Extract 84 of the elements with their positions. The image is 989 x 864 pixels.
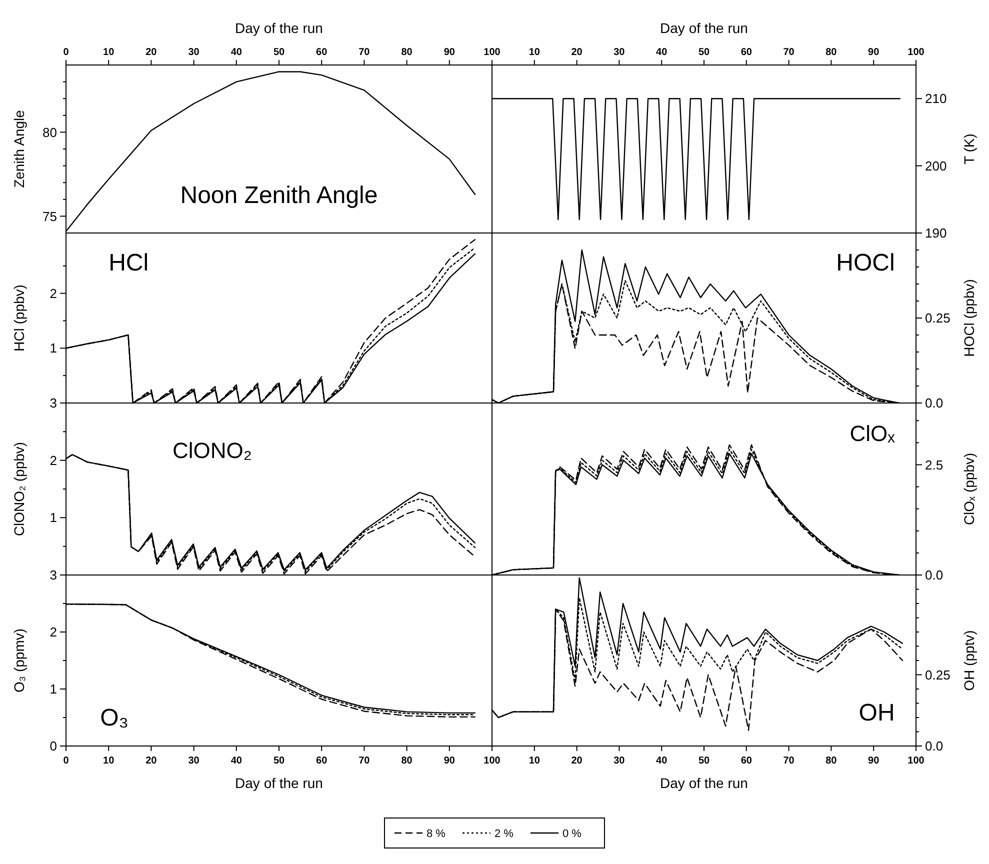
x-tick-label: 70 (358, 47, 370, 58)
x-tick-label: 20 (146, 47, 158, 58)
x-tick-label: 80 (401, 47, 413, 58)
x-tick-label: 60 (316, 756, 328, 766)
y2-axis-title: OH (pptv) (961, 630, 977, 691)
annotation: ClONO₂ (172, 438, 252, 464)
annotation: O₃ (100, 704, 129, 732)
y2-tick-label: 0.0 (925, 568, 944, 583)
annotation: ClOₓ (850, 420, 896, 446)
y-tick-label: 1 (50, 340, 57, 356)
x-tick-label: 20 (146, 756, 158, 766)
y-axis-title: Zenith Angle (11, 110, 27, 188)
x-tick-label: 40 (656, 756, 668, 766)
y-axis-title: HCl (ppbv) (11, 284, 27, 352)
y-tick-label: 2 (50, 624, 57, 640)
x-tick-label: 30 (614, 47, 626, 58)
y-tick-label: 1 (50, 682, 57, 697)
y-tick-label: 3 (50, 568, 57, 583)
x-tick-label: 0 (63, 47, 70, 58)
y2-tick-label: 0.0 (925, 396, 944, 411)
y-tick-label: 2 (50, 452, 57, 468)
x-tick-label: 10 (103, 47, 115, 58)
x-tick-label: 40 (230, 756, 242, 766)
x-tick-label: 100 (908, 47, 925, 58)
y2-tick-label: 200 (925, 158, 947, 174)
y-tick-label: 3 (50, 396, 57, 411)
y-tick-label: 75 (42, 208, 57, 224)
y2-tick-label: 0.25 (925, 667, 950, 682)
y2-tick-label: 210 (925, 91, 947, 106)
y-tick-label: 80 (42, 124, 57, 140)
x-tick-label: 90 (444, 47, 456, 58)
y2-tick-label: 0.25 (925, 310, 950, 326)
y-tick-label: 1 (50, 510, 57, 526)
x-tick-label: 80 (401, 756, 413, 766)
x-tick-label: 100 (484, 756, 501, 766)
x-tick-label: 30 (188, 756, 200, 766)
y2-tick-label: 2.5 (925, 457, 944, 472)
x-tick-label: 20 (571, 756, 583, 766)
y2-tick-label: 190 (925, 226, 947, 241)
x-axis-title: Day of the run (235, 775, 323, 791)
x-tick-label: 10 (528, 756, 540, 766)
annotation: OH (858, 699, 895, 726)
y2-axis-title: T (K) (961, 134, 977, 164)
x-tick-label: 20 (571, 47, 583, 58)
y2-axis-title: HOCl (ppbv) (961, 279, 977, 357)
annotation: HOCl (836, 249, 895, 276)
x-tick-label: 100 (908, 756, 925, 766)
x-tick-label: 90 (444, 756, 456, 766)
x-tick-label: 60 (740, 47, 752, 58)
y2-axis-title: ClOₓ (ppbv) (961, 452, 977, 526)
x-tick-label: 80 (826, 756, 838, 766)
legend-label: 8 % (426, 828, 446, 840)
x-tick-label: 30 (188, 47, 200, 58)
x-axis-title: Day of the run (235, 20, 323, 36)
x-tick-label: 90 (868, 756, 880, 766)
x-axis-title: Day of the run (660, 20, 748, 36)
y-axis-title: ClONO₂ (ppbv) (11, 442, 27, 536)
x-tick-label: 30 (614, 756, 626, 766)
x-tick-label: 60 (316, 47, 328, 58)
x-tick-label: 10 (528, 47, 540, 58)
x-tick-label: 100 (484, 47, 501, 58)
y-tick-label: 2 (50, 286, 57, 301)
x-tick-label: 10 (103, 756, 115, 766)
x-tick-label: 80 (826, 47, 838, 58)
annotation: HCl (108, 249, 149, 276)
legend-label: 2 % (494, 828, 514, 840)
y-tick-label: 0 (50, 738, 57, 754)
x-tick-label: 50 (698, 756, 710, 766)
x-tick-label: 40 (230, 47, 242, 58)
x-tick-label: 60 (740, 756, 752, 766)
y-axis-title: O₃ (ppmv) (11, 628, 27, 693)
legend-label: 0 % (562, 828, 582, 840)
annotation: Noon Zenith Angle (180, 182, 378, 209)
x-tick-label: 50 (273, 756, 285, 766)
x-tick-label: 70 (783, 756, 795, 766)
x-tick-label: 50 (698, 47, 710, 58)
x-tick-label: 50 (273, 47, 285, 58)
x-axis-title: Day of the run (660, 775, 748, 791)
x-tick-label: 90 (868, 47, 880, 58)
x-tick-label: 40 (656, 47, 668, 58)
x-tick-label: 70 (358, 756, 370, 766)
x-tick-label: 0 (63, 756, 70, 766)
y2-tick-label: 0.0 (925, 738, 944, 754)
x-tick-label: 70 (783, 47, 795, 58)
